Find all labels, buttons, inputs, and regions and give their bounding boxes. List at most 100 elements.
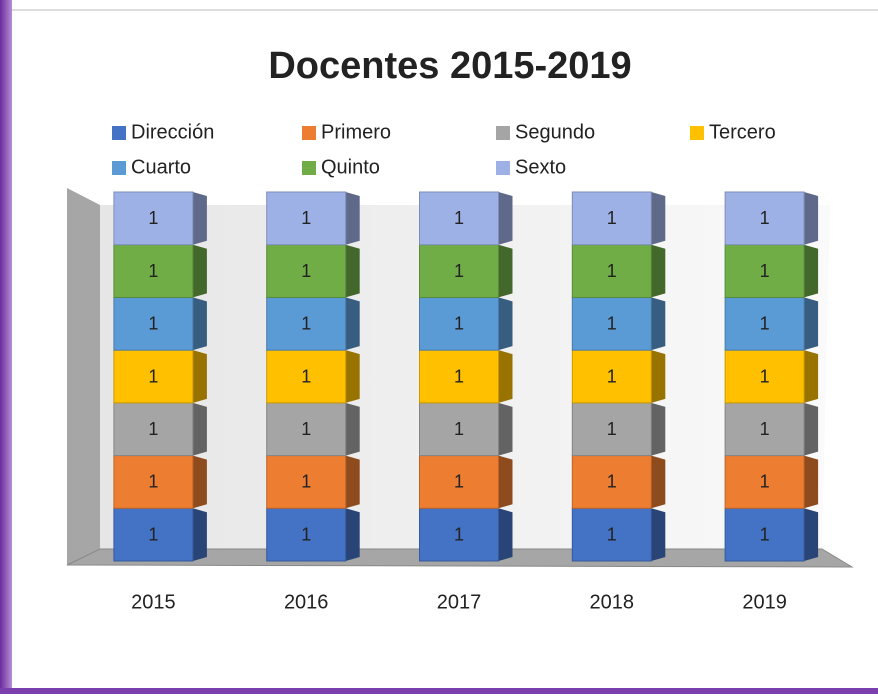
bar-side bbox=[345, 350, 360, 403]
bar bbox=[266, 455, 347, 509]
bar-side bbox=[345, 192, 360, 245]
bar-side bbox=[192, 508, 207, 561]
chart-title: Docentes 2015-2019 bbox=[268, 45, 631, 87]
data-label: 1 bbox=[148, 472, 158, 492]
x-tick-label: 2015 bbox=[131, 591, 176, 613]
bar bbox=[724, 507, 805, 562]
legend-swatch bbox=[496, 161, 510, 175]
bar bbox=[571, 507, 652, 562]
bar-side bbox=[804, 455, 819, 509]
bar bbox=[113, 402, 194, 457]
bar-side bbox=[192, 402, 207, 456]
data-label: 1 bbox=[454, 524, 464, 544]
bar bbox=[266, 349, 347, 404]
bar bbox=[724, 244, 805, 298]
legend-swatch bbox=[496, 126, 510, 140]
bar-side bbox=[651, 244, 666, 298]
bar-side bbox=[804, 508, 819, 561]
bar bbox=[419, 191, 499, 246]
data-label: 1 bbox=[760, 419, 770, 439]
bar bbox=[113, 349, 194, 404]
bar-side bbox=[804, 244, 819, 298]
legend-swatch bbox=[302, 161, 316, 175]
legend-label: Quinto bbox=[321, 156, 380, 178]
bar-side bbox=[498, 192, 513, 245]
bar bbox=[419, 455, 499, 509]
bar bbox=[113, 244, 194, 298]
bar bbox=[419, 296, 499, 351]
data-label: 1 bbox=[760, 261, 770, 281]
bar-side bbox=[651, 192, 666, 245]
legend-label: Primero bbox=[321, 121, 391, 143]
bar bbox=[571, 349, 652, 404]
data-label: 1 bbox=[607, 524, 617, 544]
legend-label: Cuarto bbox=[131, 156, 191, 178]
data-label: 1 bbox=[760, 314, 770, 334]
bar bbox=[266, 191, 347, 246]
bar bbox=[571, 191, 652, 246]
legend-swatch bbox=[112, 126, 126, 140]
legend-label: Dirección bbox=[131, 121, 214, 143]
bar bbox=[419, 349, 499, 404]
bar bbox=[419, 402, 499, 457]
bar bbox=[266, 296, 347, 351]
data-label: 1 bbox=[607, 366, 617, 386]
legend-swatch bbox=[302, 126, 316, 140]
bar-side bbox=[651, 350, 666, 403]
bar-side bbox=[498, 508, 513, 561]
data-label: 1 bbox=[301, 419, 311, 439]
bar bbox=[724, 402, 805, 457]
bar-side bbox=[345, 244, 360, 298]
bar-side bbox=[498, 350, 513, 403]
bar-side bbox=[651, 508, 666, 561]
bar-side bbox=[345, 402, 360, 456]
bar bbox=[113, 296, 194, 351]
data-label: 1 bbox=[454, 314, 464, 334]
bar bbox=[571, 296, 652, 351]
bar-side bbox=[345, 508, 360, 561]
data-label: 1 bbox=[454, 208, 464, 228]
bar-side bbox=[804, 297, 819, 351]
bar bbox=[113, 507, 194, 562]
bar bbox=[724, 191, 805, 246]
bar-side bbox=[651, 402, 666, 456]
side-wall bbox=[67, 188, 100, 565]
data-label: 1 bbox=[760, 208, 770, 228]
data-label: 1 bbox=[607, 261, 617, 281]
x-tick-label: 2018 bbox=[590, 591, 635, 613]
data-label: 1 bbox=[454, 366, 464, 386]
x-tick-label: 2019 bbox=[742, 591, 787, 613]
data-label: 1 bbox=[760, 472, 770, 492]
data-label: 1 bbox=[607, 208, 617, 228]
bottom-border bbox=[0, 688, 878, 694]
data-label: 1 bbox=[148, 314, 158, 334]
bar-side bbox=[804, 402, 819, 456]
bar-side bbox=[192, 297, 207, 351]
legend-label: Sexto bbox=[515, 156, 566, 178]
data-label: 1 bbox=[301, 524, 311, 544]
legend-label: Tercero bbox=[709, 121, 776, 143]
left-border bbox=[0, 0, 12, 694]
bar bbox=[724, 455, 805, 509]
bar-side bbox=[345, 297, 360, 351]
bar-side bbox=[651, 455, 666, 509]
data-label: 1 bbox=[301, 314, 311, 334]
bar-side bbox=[498, 244, 513, 298]
bar bbox=[266, 244, 347, 298]
bar bbox=[266, 507, 347, 562]
bar-side bbox=[192, 350, 207, 403]
data-label: 1 bbox=[607, 419, 617, 439]
data-label: 1 bbox=[454, 419, 464, 439]
bar-side bbox=[804, 350, 819, 403]
bar-side bbox=[498, 402, 513, 456]
bar bbox=[419, 507, 499, 562]
bar bbox=[266, 402, 347, 457]
bar-side bbox=[345, 455, 360, 509]
data-label: 1 bbox=[454, 261, 464, 281]
bar-side bbox=[192, 244, 207, 298]
data-label: 1 bbox=[148, 524, 158, 544]
data-label: 1 bbox=[607, 314, 617, 334]
data-label: 1 bbox=[301, 208, 311, 228]
bar-side bbox=[804, 192, 819, 245]
